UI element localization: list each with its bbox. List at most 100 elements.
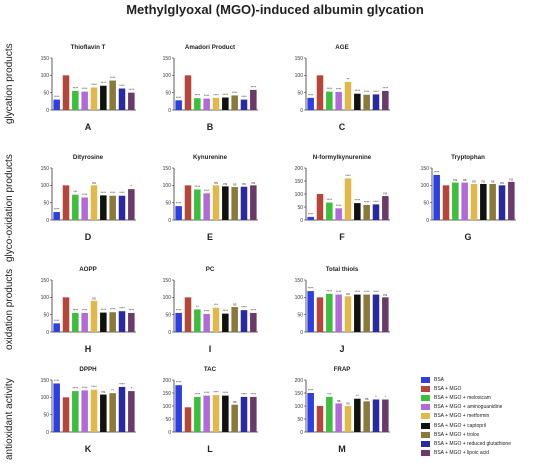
bar [363,294,370,332]
bar [354,398,361,432]
bar [363,401,370,432]
bar [316,406,324,432]
significance-label: **** [336,204,342,208]
significance-label: **** [204,309,210,313]
bar [250,185,257,220]
bar [90,185,98,220]
significance-label: **** [327,87,333,91]
legend-item: BSA + MGO + captopril [421,421,549,430]
significance-label: **** [101,191,107,195]
significance-label: ns [233,183,237,187]
y-tick-label: 100 [295,192,304,198]
bar [231,404,238,432]
significance-label: *** [214,303,219,307]
significance-label: **** [176,308,182,312]
significance-label: **** [373,200,379,204]
y-tick-label: 50 [297,417,303,423]
panel-letter: M [338,444,346,454]
significance-label: ns [92,296,96,300]
y-tick-label: 150 [163,278,172,284]
significance-label: **** [119,84,125,88]
bar [250,396,257,432]
chart-title: FRAP [334,366,351,373]
significance-label: **** [73,86,79,90]
bar [382,90,389,110]
bar [307,393,314,432]
bar [508,181,515,220]
legend-item: BSA + MGO + reduced glutathione [421,439,549,448]
bar [363,94,370,110]
significance-label: **** [129,88,135,92]
significance-label: **** [73,387,79,391]
bar [118,386,126,432]
significance-label: **** [241,392,247,396]
significance-label: **** [336,87,342,91]
bar [344,178,352,220]
y-tick-label: 0 [46,330,49,336]
significance-label: **** [241,306,247,310]
y-tick-label: 150 [295,179,304,185]
significance-label: **** [251,392,257,396]
significance-label: ns [346,292,350,296]
legend-swatch [421,376,430,383]
panel-letter: A [85,122,92,132]
bar [354,294,361,332]
bar [90,300,98,332]
bar [222,186,229,220]
y-tick-label: 150 [163,391,172,397]
panel-letter: J [339,344,344,354]
significance-label: ns [92,181,96,185]
legend-label: BSA + MGO + lipoic acid [434,450,490,457]
significance-label: **** [54,95,60,99]
chart-title: Kynurenine [193,154,228,161]
bar [175,100,182,110]
bar [326,396,333,432]
significance-label: **** [434,170,440,174]
bar [72,194,79,220]
y-tick-label: 0 [46,430,49,436]
significance-label: **** [241,95,247,99]
bar [354,93,361,110]
significance-label: ns [346,402,350,406]
significance-label: **** [355,290,361,294]
bar [382,399,389,432]
significance-label: ns [383,293,387,297]
legend-item: BSA + MGO + lipoic acid [421,449,549,458]
bar [222,97,229,110]
legend-label: BSA + MGO + captopril [434,422,486,429]
y-tick-label: 100 [295,295,304,301]
significance-label: **** [82,193,88,197]
bar [100,85,107,110]
y-tick-label: 150 [295,56,304,62]
y-tick-label: 0 [46,108,49,114]
significance-label: ns [383,192,387,196]
legend-label: BSA + MGO + meloxicam [434,394,491,401]
y-tick-label: 150 [41,56,50,62]
y-tick-label: 100 [41,183,50,189]
significance-label: ns [509,177,513,181]
chart-title: Dityrosine [73,154,104,161]
bar [62,75,70,110]
significance-label: ns [233,400,237,404]
significance-label: **** [129,308,135,312]
bar [307,291,314,332]
chart-title: TAC [204,366,217,373]
significance-label: ** [347,77,350,81]
y-tick-label: 100 [41,395,50,401]
significance-label: * [375,395,377,399]
bar [175,385,182,432]
significance-label: **** [204,94,210,98]
significance-label: * [131,185,133,189]
panel-letter: D [85,232,92,242]
significance-label: ns [491,179,495,183]
bar [326,293,333,332]
legend-label: BSA + MGO + metformin [434,413,490,420]
bar [250,312,257,332]
significance-label: **** [364,200,370,204]
significance-label: *** [327,392,332,396]
bar [212,97,220,110]
bar [222,395,229,432]
significance-label: **** [364,90,370,94]
significance-label: **** [54,208,60,212]
